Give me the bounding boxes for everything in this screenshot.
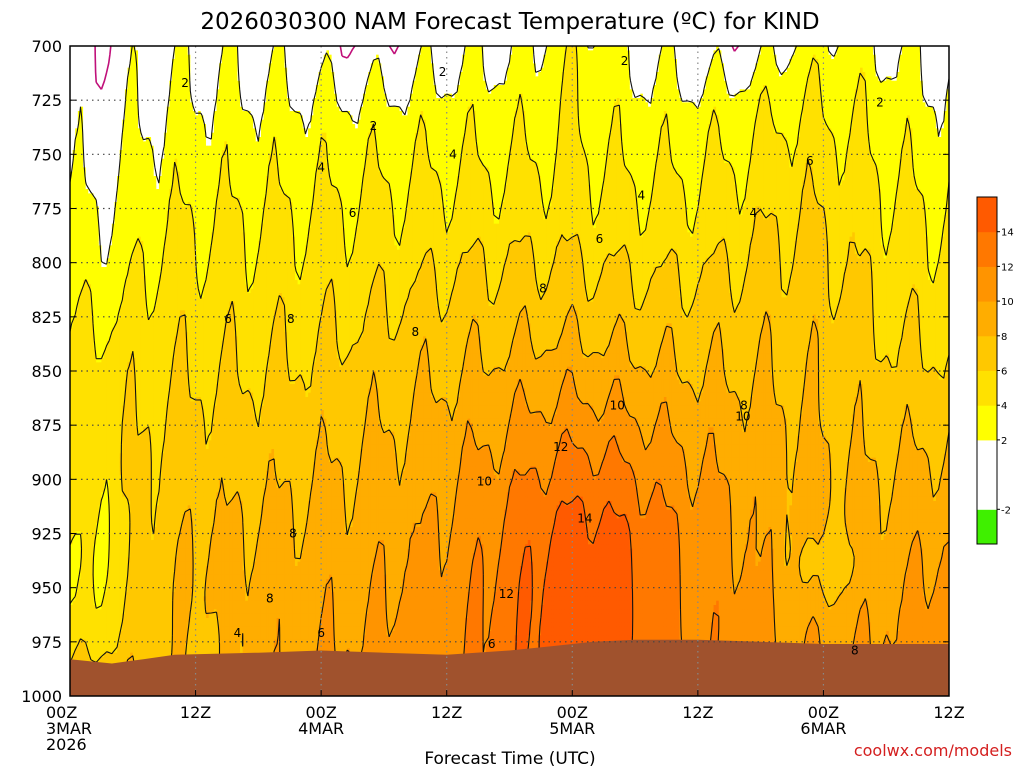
chart-title: 2026030300 NAM Forecast Temperature (ºC)… bbox=[200, 9, 819, 35]
chart-canvas: 2026030300 NAM Forecast Temperature (ºC)… bbox=[0, 0, 1024, 768]
